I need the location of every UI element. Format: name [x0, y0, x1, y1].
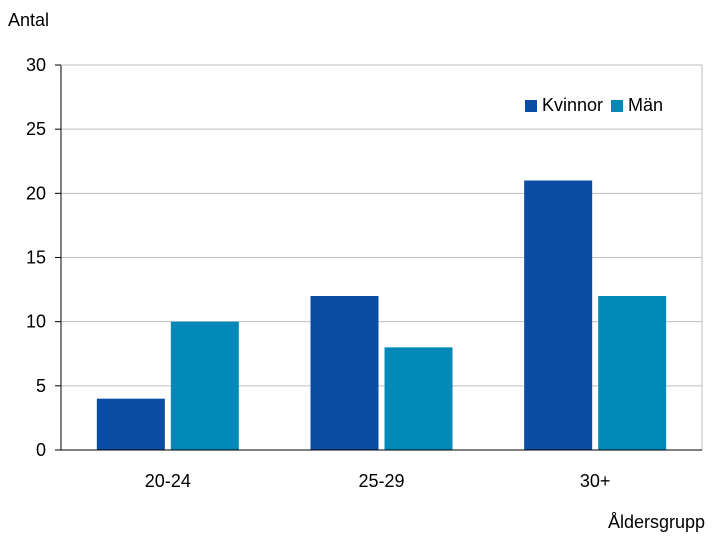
bar-0-0: [96, 398, 165, 450]
bar-0-1: [310, 296, 379, 450]
x-tick-label: 25-29: [358, 471, 404, 491]
y-tick-labels: 0 5 10 15 20 25 30: [26, 55, 46, 460]
y-tick-label: 20: [26, 183, 46, 203]
x-tick-label: 20-24: [145, 471, 191, 491]
legend-label-kvinnor: Kvinnor: [542, 95, 604, 115]
bar-1-1: [384, 347, 453, 450]
y-tick-label: 10: [26, 312, 46, 332]
bar-1-0: [170, 321, 239, 450]
bar-0-2: [524, 180, 593, 450]
legend-item-man: Män: [611, 95, 663, 116]
legend-item-kvinnor: Kvinnor: [525, 95, 603, 116]
bar-1-2: [598, 296, 667, 450]
legend: Kvinnor Män: [525, 95, 671, 116]
y-axis-title: Antal: [8, 10, 50, 30]
legend-swatch-kvinnor: [525, 99, 537, 112]
y-tick-label: 5: [36, 376, 46, 396]
axes: [60, 64, 703, 451]
bars: [96, 180, 667, 450]
x-tick-label: 30+: [580, 471, 611, 491]
y-tick-label: 0: [36, 440, 46, 460]
y-tick-label: 30: [26, 55, 46, 75]
y-tick-label: 15: [26, 248, 46, 268]
x-axis-title: Åldersgrupp: [607, 512, 705, 532]
x-tick-labels: 20-24 25-29 30+: [145, 471, 611, 491]
y-tick-label: 25: [26, 119, 46, 139]
legend-label-man: Män: [628, 95, 664, 115]
legend-swatch-man: [611, 99, 624, 112]
